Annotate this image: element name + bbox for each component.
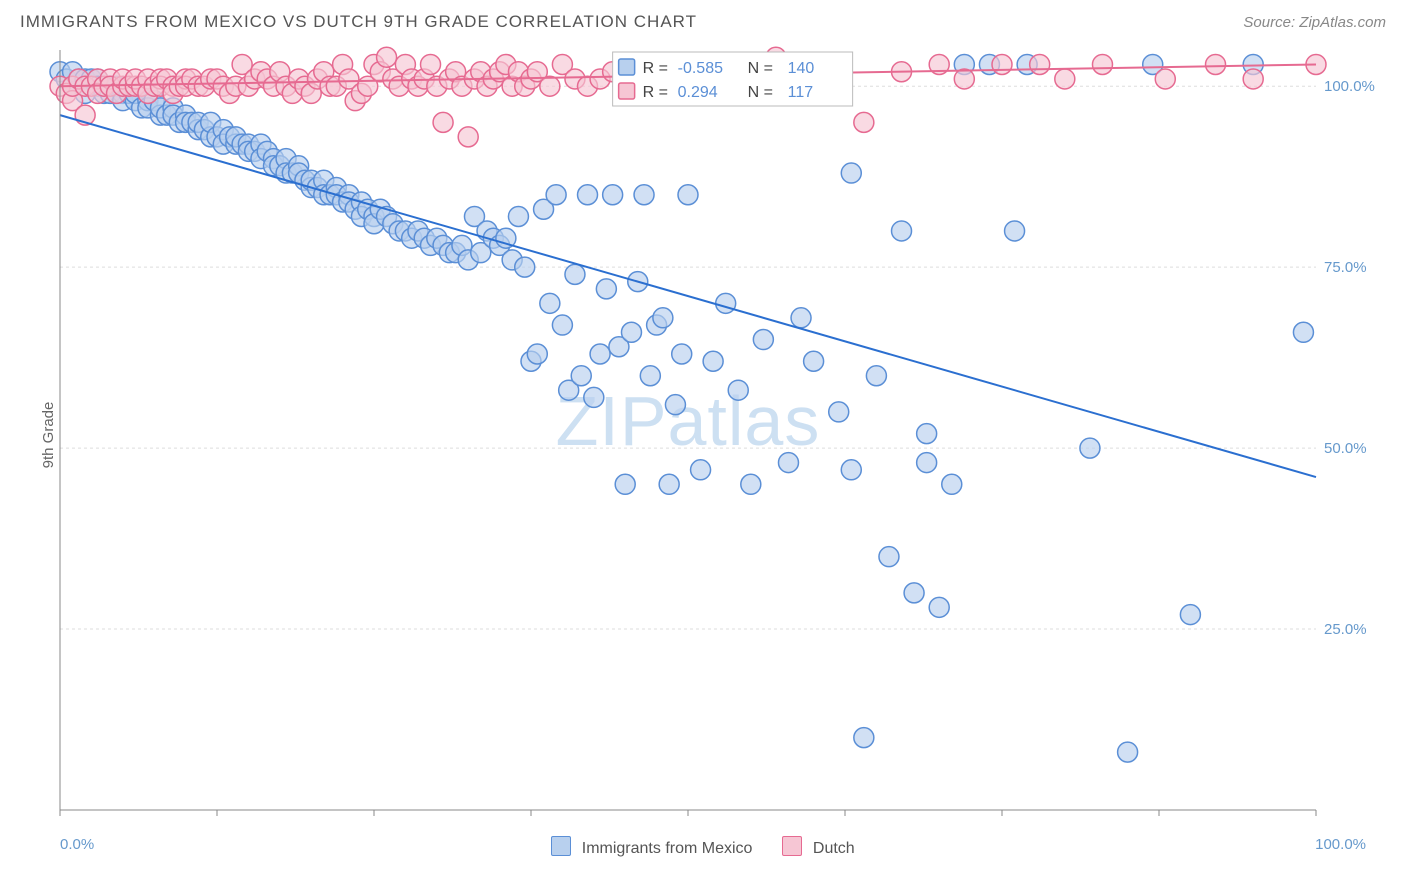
svg-text:-0.585: -0.585 <box>678 60 723 77</box>
svg-text:R =: R = <box>643 84 668 101</box>
svg-text:N =: N = <box>748 60 773 77</box>
svg-text:140: 140 <box>788 60 815 77</box>
y-axis-label: 9th Grade <box>40 402 57 469</box>
svg-text:0.294: 0.294 <box>678 84 718 101</box>
legend-swatch-mexico <box>551 836 571 856</box>
legend-item-mexico: Immigrants from Mexico <box>551 836 752 858</box>
legend-item-dutch: Dutch <box>782 836 854 858</box>
source-attribution: Source: ZipAtlas.com <box>1243 14 1386 31</box>
svg-text:R =: R = <box>643 60 668 77</box>
svg-text:117: 117 <box>788 84 814 101</box>
plot-area: 9th Grade 25.0%50.0%75.0%100.0%ZIPatlasR… <box>20 40 1386 830</box>
correlation-scatter-chart: 25.0%50.0%75.0%100.0%ZIPatlasR =-0.585N … <box>20 40 1386 830</box>
svg-text:75.0%: 75.0% <box>1324 259 1367 276</box>
legend-swatch-dutch <box>782 836 802 856</box>
x-axis-min-label: 0.0% <box>60 836 94 853</box>
svg-text:25.0%: 25.0% <box>1324 621 1367 638</box>
svg-text:N =: N = <box>748 84 773 101</box>
x-axis-max-label: 100.0% <box>1315 836 1366 853</box>
series-legend: Immigrants from Mexico Dutch <box>0 830 1406 864</box>
chart-footer: Immigrants from Mexico Dutch 0.0% 100.0% <box>0 830 1406 864</box>
chart-header: IMMIGRANTS FROM MEXICO VS DUTCH 9TH GRAD… <box>0 0 1406 40</box>
svg-text:100.0%: 100.0% <box>1324 78 1375 95</box>
chart-title: IMMIGRANTS FROM MEXICO VS DUTCH 9TH GRAD… <box>20 12 697 32</box>
svg-text:50.0%: 50.0% <box>1324 440 1367 457</box>
